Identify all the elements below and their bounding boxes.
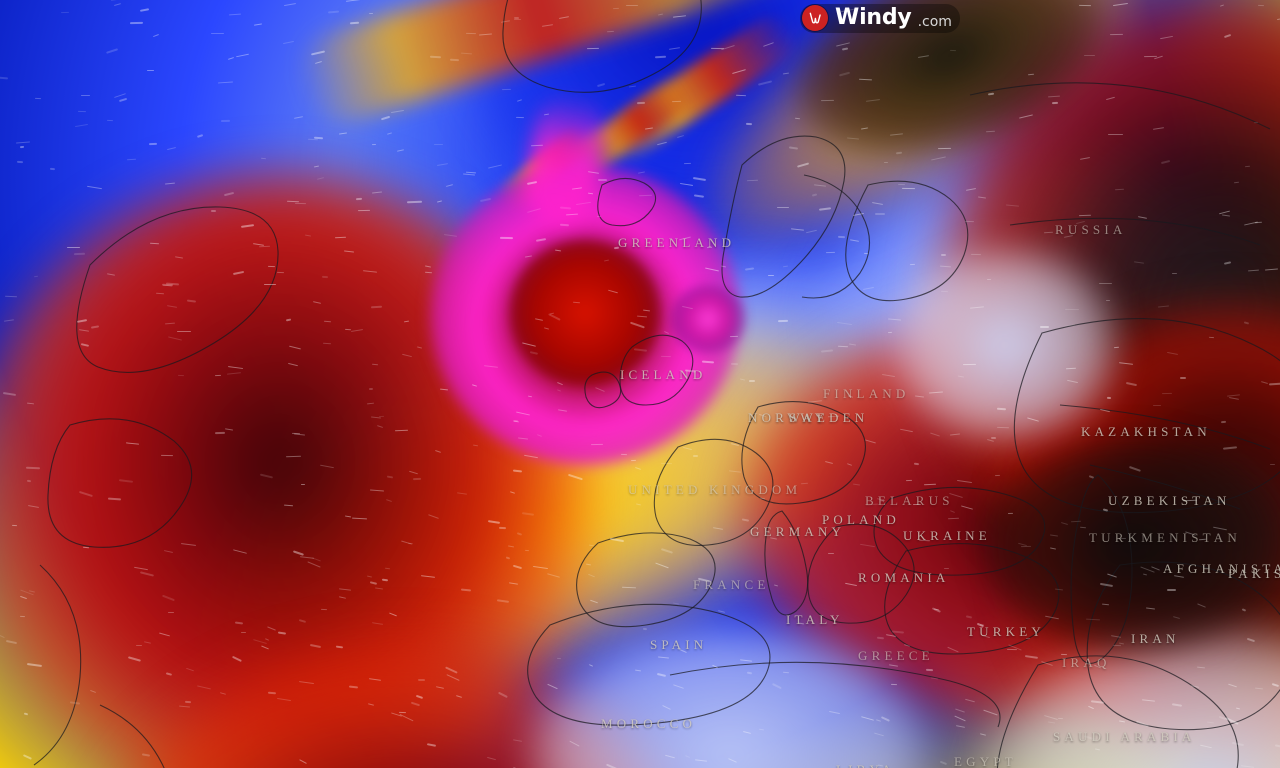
windy-wordmark: Windy [835, 5, 912, 30]
windy-logo[interactable]: Windy .com [800, 4, 960, 33]
windy-logo-icon [802, 5, 828, 31]
windy-tld: .com [917, 14, 952, 30]
